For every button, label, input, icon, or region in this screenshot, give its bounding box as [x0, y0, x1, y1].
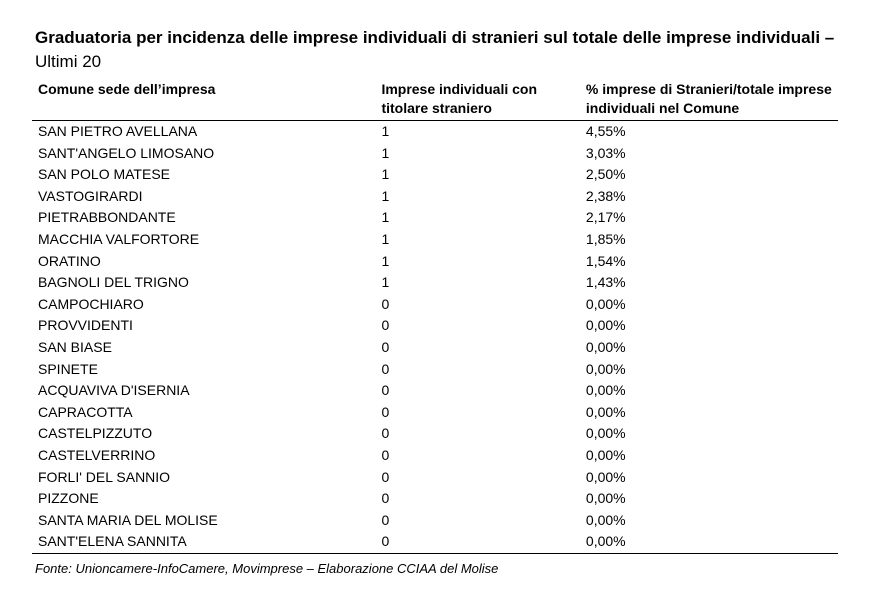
table-title-main: Graduatoria per incidenza delle imprese …: [35, 28, 835, 47]
cell-imprese: 1: [381, 187, 390, 204]
table-header: Comune sede dell’impresa Imprese individ…: [32, 80, 838, 121]
cell-imprese: 1: [381, 166, 390, 183]
header-percentuale: % imprese di Stranieri/totale imprese in…: [585, 81, 832, 116]
cell-imprese: 0: [381, 468, 390, 485]
cell-imprese: 1: [381, 209, 390, 226]
table-row: SAN POLO MATESE 1 2,50%: [32, 164, 838, 186]
table-title-suffix: Ultimi 20: [35, 52, 102, 71]
cell-percentuale: 1,85%: [585, 230, 626, 247]
cell-percentuale: 3,03%: [585, 144, 626, 161]
cell-imprese: 0: [381, 360, 390, 377]
cell-percentuale: 0,00%: [585, 382, 626, 399]
cell-imprese: 0: [381, 338, 390, 355]
table-row: SAN BIASE 0 0,00%: [32, 337, 838, 359]
cell-percentuale: 0,00%: [585, 468, 626, 485]
table-row: CASTELVERRINO 0 0,00%: [32, 445, 838, 467]
table-row: ORATINO 1 1,54%: [32, 251, 838, 273]
cell-percentuale: 0,00%: [585, 338, 626, 355]
cell-comune: SANTA MARIA DEL MOLISE: [38, 511, 218, 528]
cell-comune: PIZZONE: [38, 490, 99, 507]
cell-comune: SANT'ANGELO LIMOSANO: [38, 144, 215, 161]
cell-percentuale: 0,00%: [585, 490, 626, 507]
cell-comune: FORLI' DEL SANNIO: [38, 468, 171, 485]
table-body: SAN PIETRO AVELLANA 1 4,55% SANT'ANGELO LIM…: [32, 121, 838, 554]
table-row: SANT'ELENA SANNITA 0 0,00%: [32, 531, 838, 553]
header-imprese-straniere: Imprese individuali con titolare stranie…: [381, 81, 538, 116]
cell-percentuale: 1,43%: [585, 274, 626, 291]
table-title: Graduatoria per incidenza delle imprese …: [35, 26, 835, 74]
cell-comune: PROVVIDENTI: [38, 317, 133, 334]
cell-comune: VASTOGIRARDI: [38, 187, 143, 204]
cell-imprese: 0: [381, 317, 390, 334]
cell-percentuale: 4,55%: [585, 123, 626, 139]
cell-percentuale: 0,00%: [585, 446, 626, 463]
cell-comune: BAGNOLI DEL TRIGNO: [38, 274, 189, 291]
cell-percentuale: 0,00%: [585, 317, 626, 334]
cell-imprese: 0: [381, 295, 390, 312]
table-row: PIZZONE 0 0,00%: [32, 488, 838, 510]
table-row: CAMPOCHIARO 0 0,00%: [32, 294, 838, 316]
cell-imprese: 1: [381, 123, 390, 139]
cell-imprese: 1: [381, 274, 390, 291]
cell-comune: CAMPOCHIARO: [38, 295, 144, 312]
cell-comune: MACCHIA VALFORTORE: [38, 230, 200, 247]
cell-comune: ORATINO: [38, 252, 101, 269]
cell-comune: CAPRACOTTA: [38, 403, 133, 420]
cell-percentuale: 2,50%: [585, 166, 626, 183]
table-row: SPINETE 0 0,00%: [32, 359, 838, 381]
cell-comune: SAN POLO MATESE: [38, 166, 170, 183]
cell-percentuale: 0,00%: [585, 360, 626, 377]
ranking-table: Comune sede dell’impresa Imprese individ…: [32, 80, 838, 554]
cell-percentuale: 1,54%: [585, 252, 626, 269]
cell-imprese: 0: [381, 425, 390, 442]
cell-percentuale: 2,38%: [585, 187, 626, 204]
cell-percentuale: 0,00%: [585, 425, 626, 442]
cell-imprese: 1: [381, 230, 390, 247]
cell-percentuale: 0,00%: [585, 295, 626, 312]
cell-comune: ACQUAVIVA D'ISERNIA: [38, 382, 190, 399]
table-row: SAN PIETRO AVELLANA 1 4,55%: [32, 121, 838, 143]
cell-percentuale: 0,00%: [585, 533, 626, 550]
table-row: SANTA MARIA DEL MOLISE 0 0,00%: [32, 510, 838, 532]
header-comune: Comune sede dell’impresa: [38, 81, 216, 97]
cell-comune: SPINETE: [38, 360, 98, 377]
table-row: MACCHIA VALFORTORE 1 1,85%: [32, 229, 838, 251]
cell-imprese: 0: [381, 511, 390, 528]
cell-imprese: 0: [381, 446, 390, 463]
table-row: CAPRACOTTA 0 0,00%: [32, 402, 838, 424]
cell-imprese: 0: [381, 490, 390, 507]
cell-comune: PIETRABBONDANTE: [38, 209, 176, 226]
table-row: PROVVIDENTI 0 0,00%: [32, 315, 838, 337]
cell-percentuale: 0,00%: [585, 511, 626, 528]
source-note: Fonte: Unioncamere-InfoCamere, Movimpres…: [35, 561, 499, 576]
table-row: CASTELPIZZUTO 0 0,00%: [32, 423, 838, 445]
cell-imprese: 1: [381, 252, 390, 269]
cell-comune: SANT'ELENA SANNITA: [38, 533, 187, 550]
table-row: FORLI' DEL SANNIO 0 0,00%: [32, 467, 838, 489]
cell-percentuale: 2,17%: [585, 209, 626, 226]
cell-comune: SAN PIETRO AVELLANA: [38, 123, 198, 139]
cell-imprese: 0: [381, 403, 390, 420]
cell-comune: SAN BIASE: [38, 338, 112, 355]
table-row: BAGNOLI DEL TRIGNO 1 1,43%: [32, 272, 838, 294]
cell-imprese: 0: [381, 533, 390, 550]
cell-comune: CASTELPIZZUTO: [38, 425, 153, 442]
cell-imprese: 1: [381, 144, 390, 161]
cell-imprese: 0: [381, 382, 390, 399]
table-row: SANT'ANGELO LIMOSANO 1 3,03%: [32, 143, 838, 165]
cell-comune: CASTELVERRINO: [38, 446, 156, 463]
table-row: PIETRABBONDANTE 1 2,17%: [32, 207, 838, 229]
cell-percentuale: 0,00%: [585, 403, 626, 420]
table-row: ACQUAVIVA D'ISERNIA 0 0,00%: [32, 380, 838, 402]
table-row: VASTOGIRARDI 1 2,38%: [32, 186, 838, 208]
